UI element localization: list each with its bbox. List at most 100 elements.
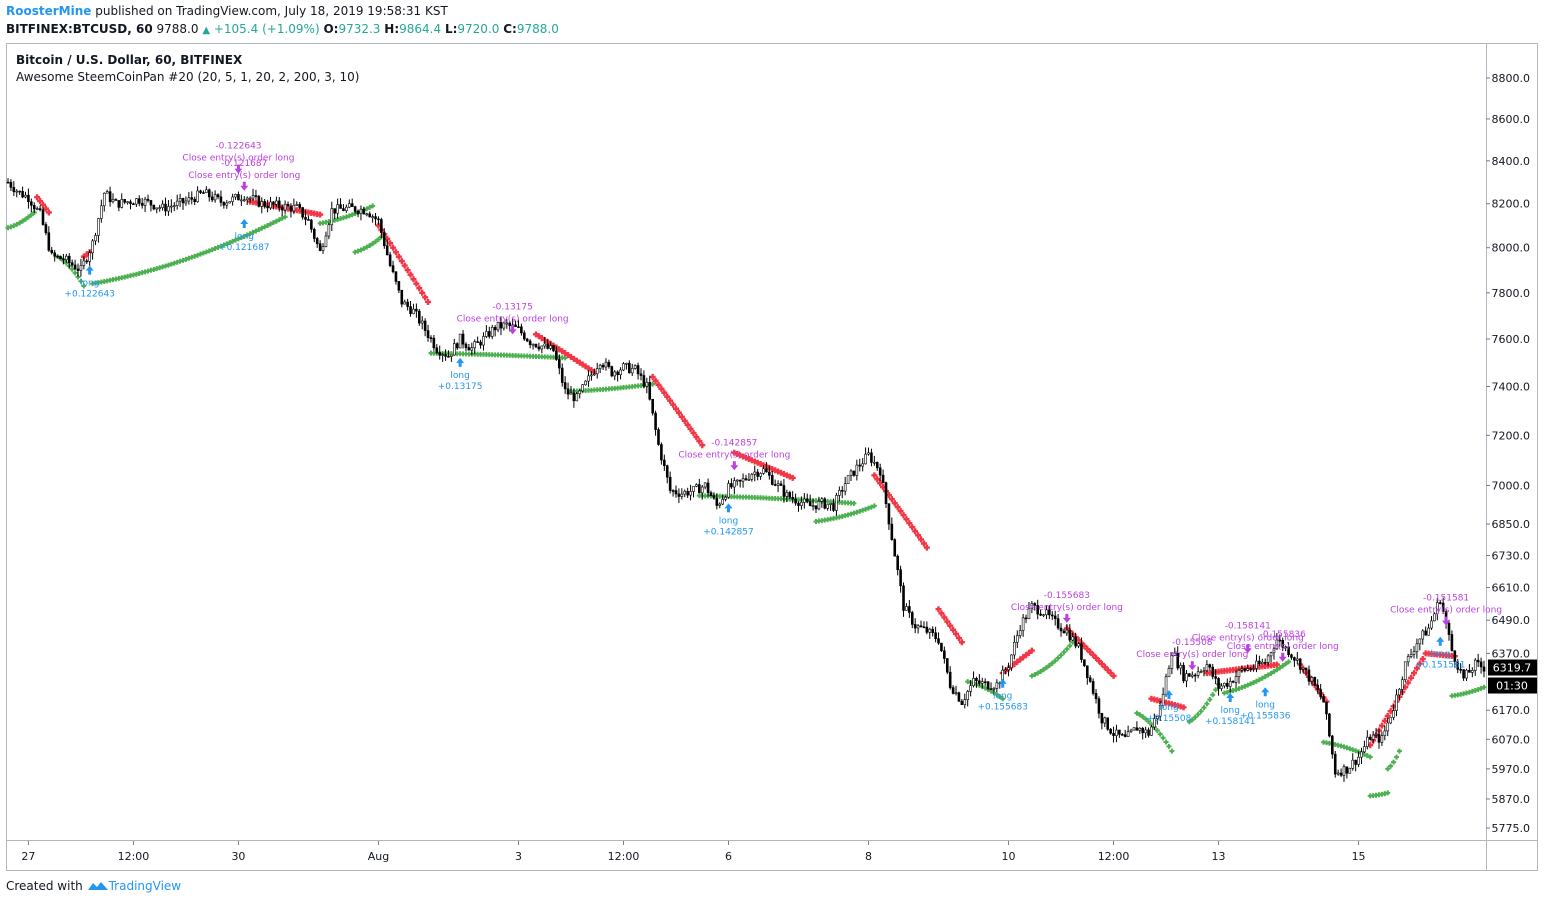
candle-body — [1450, 634, 1454, 652]
indicator-legend[interactable]: Awesome SteemCoinPan #20 (20, 5, 1, 20, … — [16, 70, 359, 84]
candle — [207, 188, 211, 202]
candle-body — [327, 224, 331, 237]
candle-body — [272, 201, 275, 205]
price-axis[interactable]: 8800.08600.08400.08200.08000.07800.07600… — [1486, 72, 1530, 835]
candle — [986, 680, 990, 690]
candle-body — [1389, 717, 1392, 724]
candle-body — [67, 255, 71, 263]
candle-body — [1479, 661, 1483, 668]
time-axis[interactable]: 27 12:00 30 Aug 3 12:00 6 8 10 12:00 13 15 — [21, 841, 1366, 863]
candle-body — [674, 490, 678, 495]
candle — [368, 211, 372, 218]
candle-body — [549, 345, 552, 349]
candle — [625, 362, 628, 370]
candle-body — [1328, 713, 1331, 737]
candle — [1471, 667, 1474, 678]
candle — [140, 197, 144, 209]
candle-body — [1465, 669, 1468, 679]
candle — [91, 239, 94, 260]
sar-point — [1137, 712, 1143, 718]
tradingview-brand[interactable]: TradingView — [108, 879, 182, 893]
sar-mark — [1248, 681, 1254, 687]
candle — [966, 689, 969, 707]
sar-mark — [696, 438, 703, 445]
candle-body — [178, 198, 182, 202]
candle-body — [1447, 623, 1451, 635]
candle — [855, 459, 859, 481]
sar-mark — [1207, 696, 1213, 702]
symbol-name[interactable]: BITFINEX:BTCUSD, 60 — [6, 22, 153, 36]
sar-mark — [192, 253, 198, 259]
sar-mark — [687, 425, 694, 432]
sar-mark — [407, 271, 414, 278]
candle — [566, 382, 570, 400]
candle — [216, 193, 220, 200]
candle-body — [1345, 766, 1349, 774]
sar-mark — [1140, 714, 1146, 720]
candle — [1176, 646, 1180, 671]
sar-mark — [947, 622, 954, 629]
candle-body — [902, 585, 905, 611]
candle — [1106, 717, 1110, 731]
candle — [578, 388, 582, 399]
candle — [1188, 673, 1191, 677]
candle-body — [683, 490, 687, 495]
candle-body — [508, 322, 512, 326]
sar-mark — [693, 434, 700, 441]
candle-body — [1296, 658, 1299, 661]
sar-mark — [1364, 753, 1370, 759]
candle — [374, 212, 377, 226]
candle — [347, 199, 351, 209]
candle-body — [461, 333, 465, 345]
up-arrow-icon — [724, 503, 733, 513]
sar-mark — [1201, 705, 1207, 711]
candle — [776, 480, 780, 493]
sar-mark — [40, 201, 47, 208]
candle-body — [111, 199, 115, 203]
candle-body — [47, 232, 51, 251]
price-change: +105.4 (+1.09%) — [213, 22, 320, 36]
candle — [747, 473, 751, 481]
candle-body — [490, 327, 494, 337]
candle — [654, 410, 657, 436]
candle — [826, 504, 829, 511]
created-with-text: Created with — [6, 879, 83, 893]
sar-point — [189, 254, 195, 260]
candle — [718, 502, 722, 509]
candle-body — [1196, 671, 1200, 676]
sar-mark — [1028, 647, 1035, 654]
candle-body — [695, 484, 698, 487]
sar-point — [387, 240, 394, 247]
candle — [205, 186, 208, 193]
sar-mark — [1195, 711, 1201, 717]
sar-mark — [247, 231, 253, 237]
sar-mark — [367, 204, 373, 210]
candle-body — [855, 464, 859, 476]
sar-mark — [941, 614, 948, 621]
sar-mark — [1408, 674, 1415, 681]
sar-mark — [1283, 661, 1289, 667]
long-signal: long+0.15508 — [1147, 690, 1192, 724]
candle-body — [1290, 654, 1293, 658]
candle — [56, 255, 59, 258]
candle-body — [50, 249, 54, 254]
candle-body — [1331, 735, 1334, 755]
candle-body — [1024, 617, 1028, 620]
sar-mark — [1381, 717, 1388, 724]
candle — [132, 202, 135, 206]
candle-body — [164, 203, 167, 212]
candle — [695, 483, 698, 488]
candle-body — [706, 482, 710, 493]
candle-body — [444, 354, 447, 357]
author-link[interactable]: RoosterMine — [6, 4, 92, 18]
candle — [1226, 678, 1229, 689]
sar-point — [871, 472, 878, 479]
candle — [289, 203, 293, 218]
candle — [161, 200, 164, 211]
candle-body — [1366, 736, 1369, 747]
candle-body — [738, 479, 742, 482]
candle-body — [385, 245, 389, 256]
candle — [117, 200, 121, 212]
candle — [365, 212, 369, 217]
